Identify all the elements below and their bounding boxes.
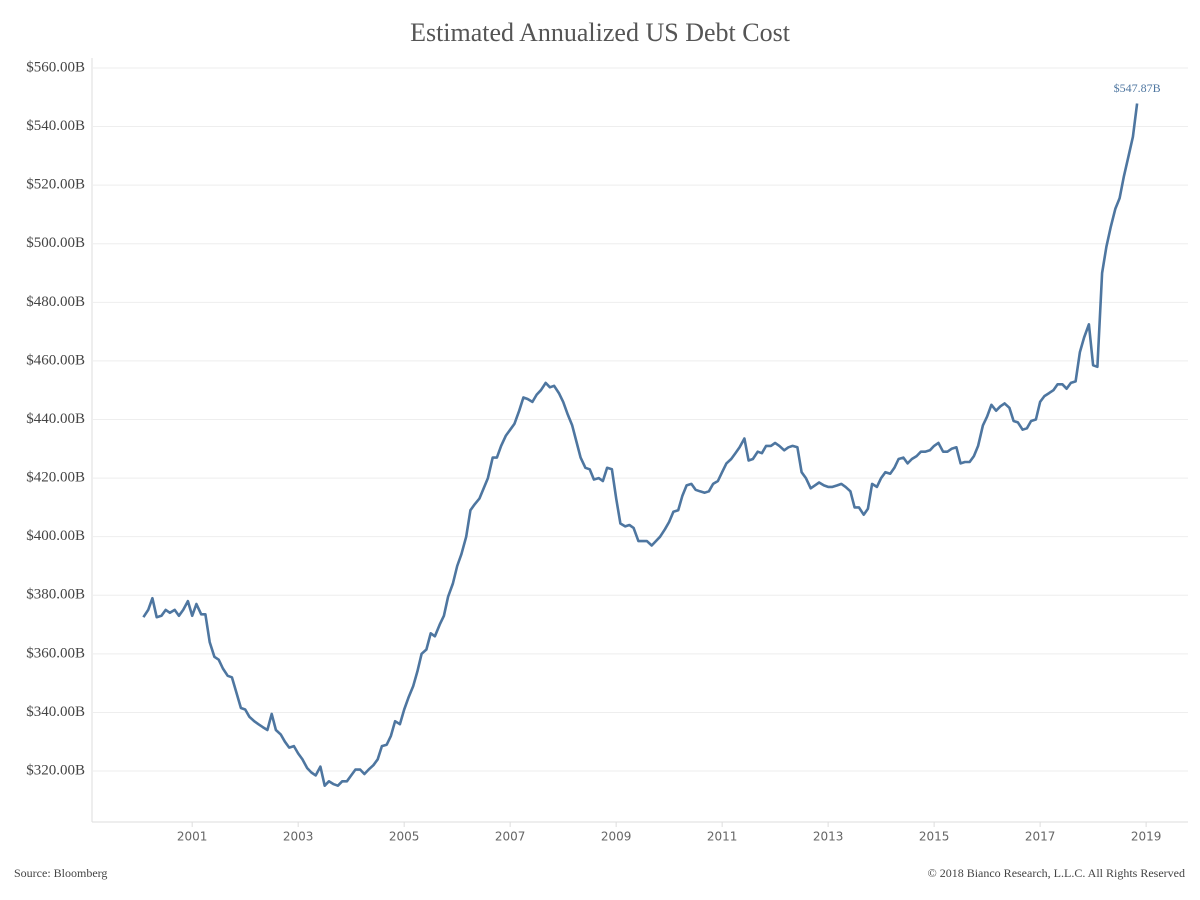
y-tick-label: $380.00B: [26, 587, 85, 603]
x-tick-label: 2005: [389, 830, 420, 844]
y-tick-label: $400.00B: [26, 528, 85, 544]
copyright-note: © 2018 Bianco Research, L.L.C. All Right…: [928, 866, 1185, 880]
x-tick-label: 2003: [283, 830, 314, 844]
x-tick-label: 2017: [1025, 830, 1056, 844]
data-label: $547.87B: [1114, 81, 1161, 95]
x-tick-label: 2015: [919, 830, 950, 844]
x-tick-label: 2019: [1131, 830, 1162, 844]
source-note: Source: Bloomberg: [14, 866, 107, 880]
x-tick-label: 2013: [813, 830, 844, 844]
y-tick-label: $540.00B: [26, 118, 85, 134]
y-tick-label: $520.00B: [26, 177, 85, 193]
y-tick-label: $440.00B: [26, 411, 85, 427]
y-tick-label: $320.00B: [26, 762, 85, 778]
line-series: [142, 103, 1139, 787]
y-tick-label: $360.00B: [26, 645, 85, 661]
x-tick-label: 2007: [495, 830, 526, 844]
chart-title: Estimated Annualized US Debt Cost: [410, 18, 791, 47]
y-tick-label: $460.00B: [26, 352, 85, 368]
y-tick-label: $420.00B: [26, 470, 85, 486]
x-tick-label: 2011: [707, 830, 738, 844]
y-tick-label: $340.00B: [26, 704, 85, 720]
x-tick-label: 2009: [601, 830, 632, 844]
y-tick-label: $560.00B: [26, 59, 85, 75]
y-tick-label: $480.00B: [26, 294, 85, 310]
y-tick-label: $500.00B: [26, 235, 85, 251]
x-tick-label: 2001: [177, 830, 208, 844]
